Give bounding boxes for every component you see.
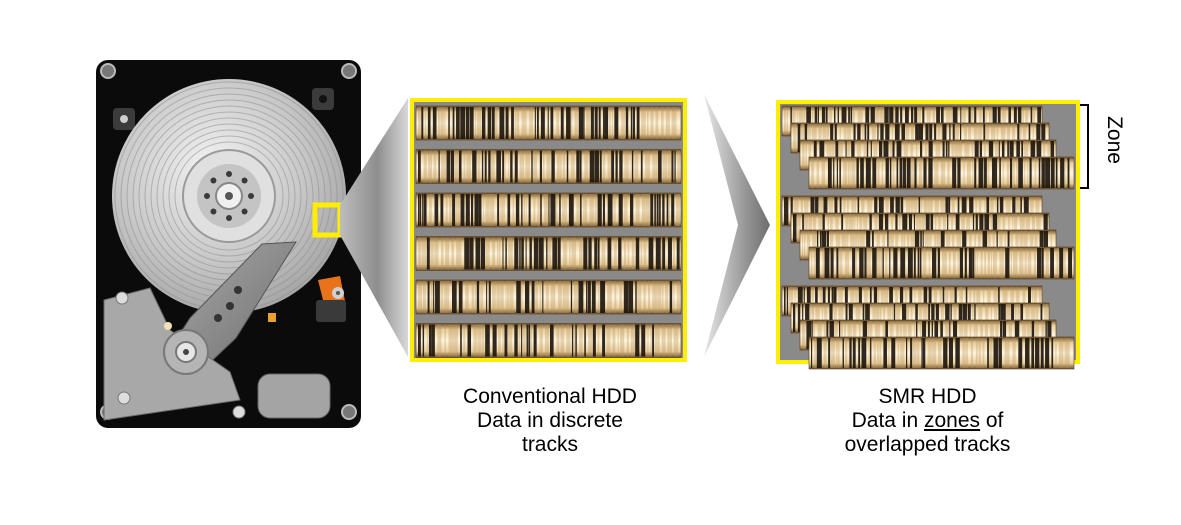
conventional-tracks-panel xyxy=(410,98,687,362)
smr-zones-underlined: zones xyxy=(923,409,981,432)
hub-screw-icon xyxy=(226,215,232,221)
smr-track-group xyxy=(781,105,1075,370)
platter-ring xyxy=(156,123,302,269)
smr-line2-post: of xyxy=(980,409,1004,432)
smr-zone xyxy=(781,195,1075,280)
zone-bracket xyxy=(1080,104,1089,189)
hard-drive xyxy=(96,60,361,428)
data-track xyxy=(415,149,682,184)
conventional-title: Conventional HDD xyxy=(463,385,637,408)
bracket-screw-icon xyxy=(120,115,128,123)
arrow-chevron-icon xyxy=(704,94,770,357)
data-track xyxy=(808,336,1075,370)
smr-title: SMR HDD xyxy=(878,385,977,408)
data-track xyxy=(415,323,682,358)
data-track xyxy=(808,156,1075,190)
data-track xyxy=(415,192,682,228)
hub-screw-icon xyxy=(226,171,232,177)
conventional-line3: tracks xyxy=(521,433,578,456)
zoom-cone xyxy=(340,98,408,357)
smr-tracks-panel xyxy=(776,100,1080,370)
bracket-hole xyxy=(319,95,327,103)
side-block xyxy=(316,300,346,322)
smr-caption: SMR HDD Data in zones of overlapped trac… xyxy=(800,385,1055,457)
platter-ring xyxy=(162,129,296,263)
connector-block xyxy=(257,373,331,419)
hub-screw-icon xyxy=(210,177,217,184)
data-track xyxy=(808,246,1075,280)
platter-ring xyxy=(150,117,308,275)
data-track xyxy=(415,279,682,315)
smr-line3: overlapped tracks xyxy=(844,433,1011,456)
smr-zone xyxy=(781,285,1075,370)
zone-label-text: Zone xyxy=(1103,116,1126,164)
hub-screw-icon xyxy=(210,208,217,215)
hub-screw-icon xyxy=(241,208,248,215)
smr-line2: Data in zones of xyxy=(800,409,1055,433)
hub-screw-icon xyxy=(248,193,254,199)
corner-screw-icon xyxy=(341,404,357,420)
corner-screw-icon xyxy=(341,63,357,79)
conventional-line2: Data in discrete xyxy=(477,409,623,432)
smr-zone xyxy=(781,105,1075,190)
voice-coil-assembly xyxy=(103,287,246,421)
corner-screw-icon xyxy=(100,63,116,79)
data-track xyxy=(415,105,682,141)
platter-ring xyxy=(168,135,290,257)
zone-label: Zone xyxy=(1094,110,1134,170)
data-track xyxy=(415,236,682,271)
smr-line2-pre: Data in xyxy=(851,409,924,432)
conventional-caption: Conventional HDD Data in discrete tracks xyxy=(420,385,680,457)
hub-screw-icon xyxy=(204,193,210,199)
conventional-track-group xyxy=(415,105,682,358)
platter-ring xyxy=(174,141,284,251)
hub-screw-icon xyxy=(241,177,248,184)
spindle-hub xyxy=(182,149,276,243)
